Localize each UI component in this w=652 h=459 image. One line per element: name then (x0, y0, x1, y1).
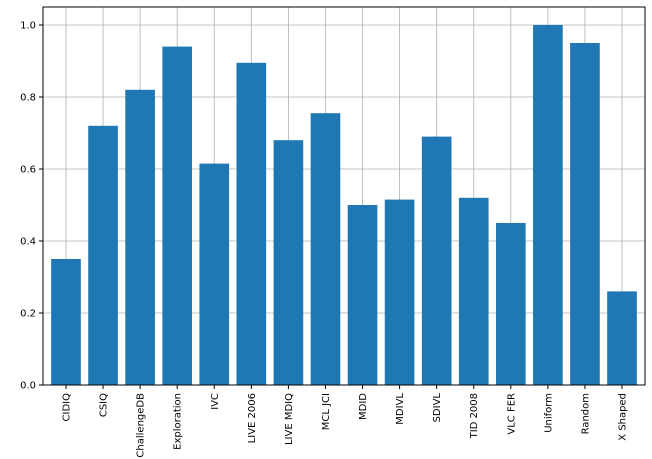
x-tick-label: MDIVL (395, 393, 406, 425)
bar-vlc-fer (495, 223, 526, 385)
bar-tid-2008 (458, 197, 489, 385)
bar-mcl-jci (310, 113, 341, 385)
x-tick-label: ChallengeDB (136, 393, 147, 458)
bar-mdid (347, 205, 378, 385)
x-tick-label: IVC (210, 393, 221, 410)
bar-cidiq (51, 259, 81, 385)
bar-live-mdiq (273, 140, 304, 385)
y-tick-label: 0.4 (20, 237, 36, 248)
x-tick-label: LIVE MDIQ (284, 393, 295, 445)
x-tick-label: LIVE 2006 (247, 393, 258, 443)
axes-frame (42, 6, 646, 386)
y-tick-label: 0.0 (20, 381, 36, 392)
bar-exploration (162, 46, 193, 385)
x-tick-label: X Shaped (618, 393, 629, 441)
bar-mdivl (384, 199, 415, 385)
bar-live-2006 (236, 62, 267, 386)
y-tick-label: 0.2 (20, 309, 36, 320)
tick-labels: 0.0 0.2 0.4 0.6 0.8 1.0 CIDIQ CSIQ ChallengeDB Ex… (20, 21, 628, 458)
x-tick-label: Exploration (173, 393, 184, 450)
bar-uniform (533, 25, 563, 385)
x-tick-label: SDIVL (432, 393, 443, 423)
x-tick-label: Uniform (543, 393, 554, 433)
bar-x-shaped (607, 291, 637, 385)
y-tick-label: 0.6 (20, 165, 36, 176)
bar-sdivl (421, 136, 452, 385)
y-tick-label: 0.8 (20, 93, 36, 104)
x-tick-label: CIDIQ (61, 393, 72, 422)
x-tick-label: TID 2008 (469, 393, 480, 439)
bar-random (570, 43, 600, 385)
y-tick-label: 1.0 (20, 21, 36, 32)
bars (51, 25, 637, 386)
x-tick-label: MDID (358, 393, 369, 420)
ticks (39, 24, 623, 389)
x-tick-label: CSIQ (99, 393, 110, 417)
x-tick-label: Random (580, 393, 591, 434)
bar-ivc (199, 163, 230, 385)
bar-challengedb (125, 89, 155, 386)
x-tick-label: MCL JCI (321, 393, 332, 430)
bar-csiq (88, 125, 118, 386)
x-tick-label: VLC FER (506, 393, 517, 435)
